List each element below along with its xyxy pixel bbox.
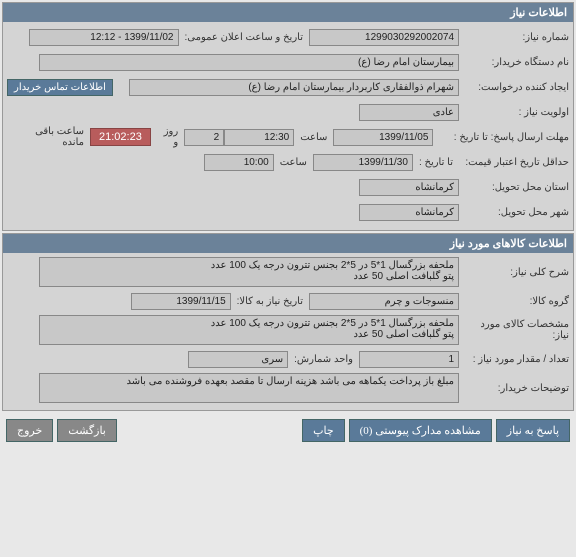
need-info-header: اطلاعات نیاز bbox=[3, 3, 573, 22]
countdown: 21:02:23 bbox=[90, 128, 151, 146]
province-input[interactable] bbox=[359, 179, 459, 196]
goods-info-body: شرح کلی نیاز: ملحفه بزرگسال 1*5 در 5*2 ب… bbox=[3, 253, 573, 410]
validity-date-input[interactable] bbox=[313, 154, 413, 171]
deadline-date-input[interactable] bbox=[333, 129, 433, 146]
need-no-label: شماره نیاز: bbox=[459, 32, 569, 43]
province-label: استان محل تحویل: bbox=[459, 182, 569, 193]
notes-label: توضیحات خریدار: bbox=[459, 383, 569, 394]
buyer-label: نام دستگاه خریدار: bbox=[459, 57, 569, 68]
time-label-2: ساعت bbox=[274, 157, 313, 168]
announce-label: تاریخ و ساعت اعلان عمومی: bbox=[179, 32, 310, 43]
remain-label: ساعت باقی مانده bbox=[7, 126, 90, 148]
buyer-input[interactable] bbox=[39, 54, 459, 71]
goods-date-label: تاریخ نیاز به کالا: bbox=[231, 296, 309, 307]
deadline-time-input[interactable] bbox=[224, 129, 294, 146]
attach-button[interactable]: مشاهده مدارک پیوستی (0) bbox=[349, 419, 492, 442]
group-input[interactable] bbox=[309, 293, 459, 310]
goods-info-header: اطلاعات کالاهای مورد نیاز bbox=[3, 234, 573, 253]
deadline-label: مهلت ارسال پاسخ: تا تاریخ : bbox=[433, 132, 569, 143]
need-no-input[interactable] bbox=[309, 29, 459, 46]
desc-label: شرح کلی نیاز: bbox=[459, 267, 569, 278]
priority-input[interactable] bbox=[359, 104, 459, 121]
day-label: روز و bbox=[151, 126, 184, 148]
respond-button[interactable]: پاسخ به نیاز bbox=[496, 419, 570, 442]
qty-label: تعداد / مقدار مورد نیاز : bbox=[459, 354, 569, 365]
to-date-label: تا تاریخ : bbox=[413, 157, 459, 168]
detail-label: مشخصات کالای مورد نیاز: bbox=[459, 319, 569, 341]
back-button[interactable]: بازگشت bbox=[57, 419, 117, 442]
requester-input[interactable] bbox=[129, 79, 459, 96]
qty-input[interactable] bbox=[359, 351, 459, 368]
notes-input[interactable]: مبلغ باز پرداخت یکماهه می باشد هزینه ارس… bbox=[39, 373, 459, 403]
goods-info-panel: اطلاعات کالاهای مورد نیاز شرح کلی نیاز: … bbox=[2, 233, 574, 411]
priority-label: اولویت نیاز : bbox=[459, 107, 569, 118]
unit-input[interactable] bbox=[188, 351, 288, 368]
validity-label: حداقل تاریخ اعتبار قیمت: bbox=[459, 157, 569, 168]
goods-date-input[interactable] bbox=[131, 293, 231, 310]
city-input[interactable] bbox=[359, 204, 459, 221]
button-bar: پاسخ به نیاز مشاهده مدارک پیوستی (0) چاپ… bbox=[0, 413, 576, 448]
detail-input[interactable]: ملحفه بزرگسال 1*5 در 5*2 بجنس تترون درجه… bbox=[39, 315, 459, 345]
contact-button[interactable]: اطلاعات تماس خریدار bbox=[7, 79, 113, 96]
time-label-1: ساعت bbox=[294, 132, 333, 143]
print-button[interactable]: چاپ bbox=[302, 419, 345, 442]
validity-time-input[interactable] bbox=[204, 154, 274, 171]
desc-input[interactable]: ملحفه بزرگسال 1*5 در 5*2 بجنس تترون درجه… bbox=[39, 257, 459, 287]
need-info-panel: اطلاعات نیاز شماره نیاز: تاریخ و ساعت اع… bbox=[2, 2, 574, 231]
exit-button[interactable]: خروج bbox=[6, 419, 53, 442]
unit-label: واحد شمارش: bbox=[288, 354, 359, 365]
need-info-body: شماره نیاز: تاریخ و ساعت اعلان عمومی: نا… bbox=[3, 22, 573, 230]
city-label: شهر محل تحویل: bbox=[459, 207, 569, 218]
group-label: گروه کالا: bbox=[459, 296, 569, 307]
requester-label: ایجاد کننده درخواست: bbox=[459, 82, 569, 93]
announce-input[interactable] bbox=[29, 29, 179, 46]
days-input[interactable] bbox=[184, 129, 224, 146]
